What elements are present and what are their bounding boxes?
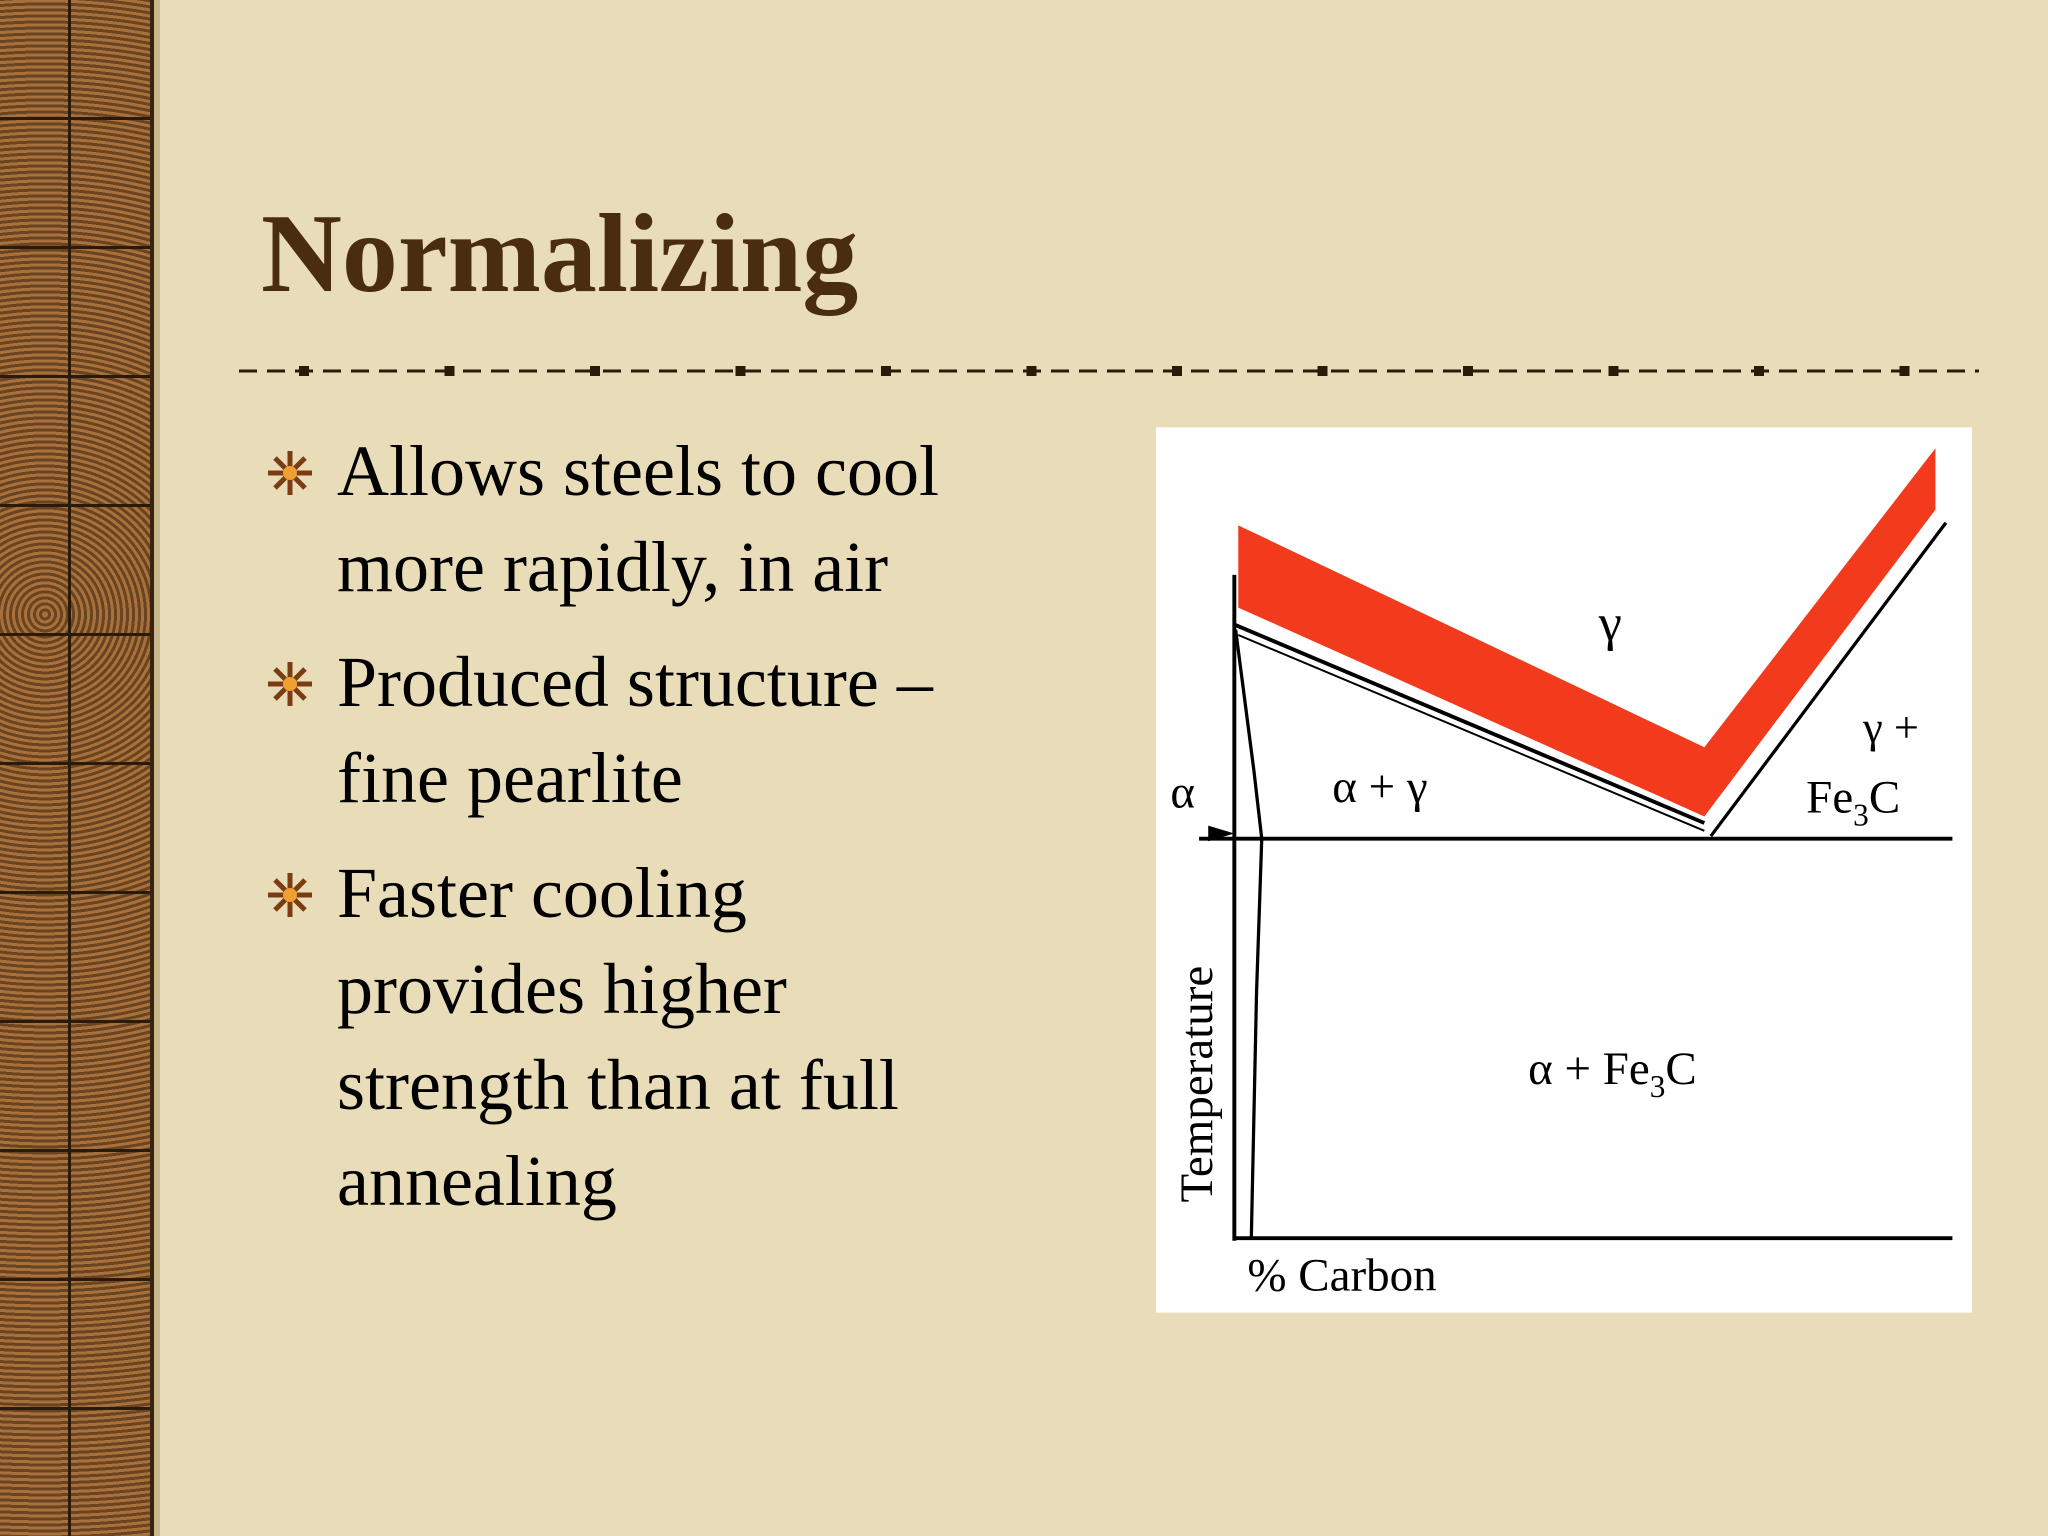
divider-dot <box>444 366 455 376</box>
label-part: 3 <box>1650 1069 1666 1104</box>
divider-dot <box>590 366 600 376</box>
bullet: Faster cooling provides higher strength th… <box>262 845 899 1229</box>
label-part: Fe <box>1806 772 1853 824</box>
slide-title: Normalizing <box>261 192 859 316</box>
bullet: Produced structure – fine pearlite <box>262 634 933 826</box>
divider-dot <box>1317 366 1328 376</box>
bullet-text: strength than at full <box>337 1045 899 1125</box>
divider-dot <box>1608 366 1619 376</box>
divider <box>239 366 1979 376</box>
divider-dot <box>1463 366 1473 376</box>
bullet-icon <box>268 873 312 917</box>
divider-dot <box>1172 366 1182 376</box>
diagram-label: Fe3C <box>1806 772 1900 833</box>
divider-dot <box>1754 366 1764 376</box>
divider-dot <box>735 366 746 376</box>
bullet-icon <box>268 451 312 495</box>
diagram-label: α + γ <box>1332 761 1427 813</box>
diagram-label: α <box>1170 766 1195 818</box>
phase-diagram: γ γ + Fe3C α α + γ α + Fe3C Temperature … <box>1156 427 1972 1313</box>
y-axis-label: Temperature <box>1171 966 1223 1203</box>
bullet-text: provides higher <box>337 949 787 1029</box>
side-strip <box>0 0 154 1536</box>
label-part: C <box>1665 1043 1696 1095</box>
bullet-text: Produced structure – <box>337 642 933 722</box>
bullet-text: Faster cooling <box>337 853 747 933</box>
bullet-text: Allows steels to cool <box>337 431 939 511</box>
diagram-label: γ <box>1598 594 1622 652</box>
bullet-icon <box>268 662 312 706</box>
diagram-label: γ + <box>1862 702 1919 752</box>
bullet: Allows steels to cool more rapidly, in ai… <box>262 423 939 615</box>
diagram-label: α + Fe3C <box>1528 1043 1697 1104</box>
x-axis-label: % Carbon <box>1247 1249 1436 1301</box>
label-part: 3 <box>1853 798 1869 833</box>
divider-dot <box>1899 366 1910 376</box>
bullet-text: annealing <box>337 1141 617 1221</box>
label-part: C <box>1869 772 1900 824</box>
bullet-text: more rapidly, in air <box>337 527 889 607</box>
side-edge <box>154 0 160 1536</box>
label-part: α + Fe <box>1528 1043 1650 1095</box>
bullet-text: fine pearlite <box>337 738 683 818</box>
divider-dot <box>1026 366 1037 376</box>
divider-dot <box>299 366 309 376</box>
divider-dot <box>881 366 891 376</box>
